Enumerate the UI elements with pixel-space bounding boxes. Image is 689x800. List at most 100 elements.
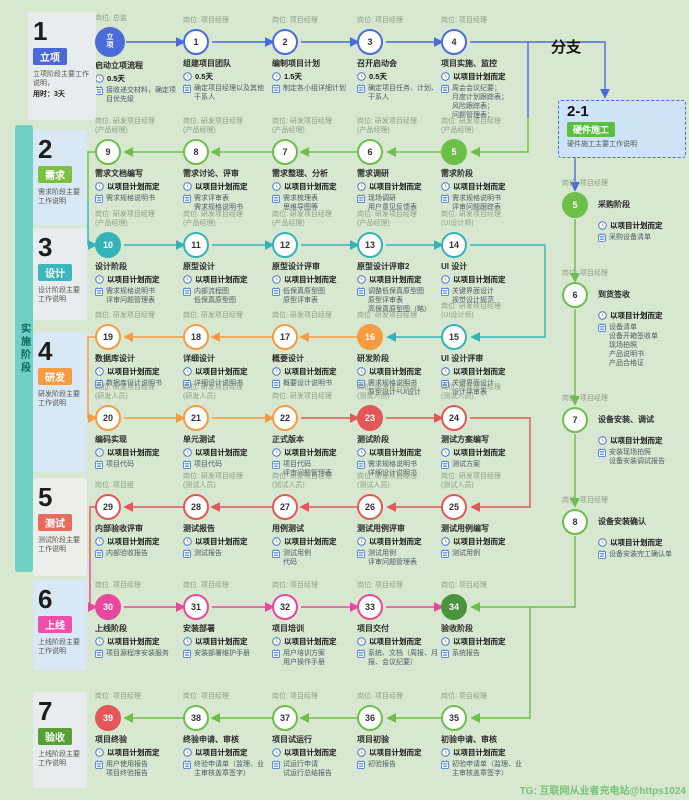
document-icon xyxy=(272,649,280,658)
output-item: 接收递交材料，确定项目优先级 xyxy=(106,87,176,103)
role-labels: 岗位: 项目经理 xyxy=(441,16,527,25)
document-icon xyxy=(357,760,365,769)
duration-text: 以项目计划而定 xyxy=(284,367,337,376)
task-node: 岗位: 研发项目经理 (测试人员) 23 测试阶段 以项目计划而定 需求规格说明书… xyxy=(357,383,443,478)
clock-icon xyxy=(441,72,450,81)
task-node: 岗位: 研发项目经理 (测试人员) 26 测试用例评审 以项目计划而定 测试用例评… xyxy=(357,472,443,567)
clock-icon xyxy=(598,311,607,320)
output-item: 评审问题管理表 xyxy=(106,297,155,304)
task-node: 岗位: 项目经理 33 项目交付 以项目计划而定 系统、文档（周报、月报、会议纪… xyxy=(357,581,443,667)
clock-icon xyxy=(95,182,104,191)
output-item: 初验报告 xyxy=(368,761,396,768)
node-number: 3 xyxy=(367,37,373,47)
node-outputs: 系统报告 xyxy=(441,649,527,658)
task-node: 岗位: 研发项目经理 (产品经理) 5 需求阶段 以项目计划而定 需求规格说明书评… xyxy=(441,117,527,212)
role-label: 岗位: 项目经理 xyxy=(183,17,229,24)
output-list: 项目源程序安装服务 xyxy=(106,649,169,658)
node-circle: 11 xyxy=(183,232,209,258)
node-outputs: 低保真原型图 原型评审表 xyxy=(272,287,358,305)
document-icon xyxy=(441,760,449,769)
role-label: 岗位: 项目经理 xyxy=(441,582,487,589)
document-icon xyxy=(183,460,191,469)
duration-text: 1.5天 xyxy=(284,72,302,81)
role-labels: 岗位: 项目经理 xyxy=(357,581,443,590)
role-label: 岗位: 项目经理 xyxy=(441,693,487,700)
output-item: 需求规格说明书 xyxy=(452,195,501,202)
role-labels: 岗位: 研发项目经理 (测试人员) xyxy=(272,472,358,490)
hardware-box-description: 硬件施工主要工作说明 xyxy=(567,141,637,148)
task-node: 岗位: 总监 立项 启动立项流程 0.5天 接收递交材料，确定项目优先级 xyxy=(95,14,181,104)
task-node: 岗位: 项目经理 38 终验申请、审核 以项目计划而定 终验申请单（监理、业主审… xyxy=(183,692,269,778)
node-title: 设备安装、调试 xyxy=(598,415,654,424)
node-outputs: 详细设计说明书 xyxy=(183,379,269,388)
task-node: 岗位: 项目经理 34 验收阶段 以项目计划而定 系统报告 xyxy=(441,581,527,658)
role-label: 岗位: 研发项目经理 xyxy=(272,473,332,480)
phase-duration: 用时：3天 xyxy=(33,91,65,98)
clock-icon xyxy=(272,367,281,376)
node-circle: 16 xyxy=(357,324,383,350)
node-duration: 以项目计划而定 xyxy=(357,537,443,546)
node-outputs: 项目代码 xyxy=(95,460,181,469)
role-label: (UI设计师) xyxy=(441,312,474,319)
node-duration: 以项目计划而定 xyxy=(441,537,527,546)
node-number: 4 xyxy=(451,37,457,47)
output-list: 需求梳理表 思维导图等 xyxy=(283,194,318,212)
role-label: (测试人员) xyxy=(183,482,216,489)
node-number: 10 xyxy=(102,240,113,250)
duration-text: 以项目计划而定 xyxy=(369,537,422,546)
output-list: 需求规格说明书 xyxy=(106,194,155,203)
node-title: 测试用例编写 xyxy=(441,524,489,533)
node-outputs: 需求规格说明书 评审问题管理表 xyxy=(95,287,181,305)
output-list: 试运行申请 试运行总结报告 xyxy=(283,760,332,778)
node-duration: 以项目计划而定 xyxy=(357,367,443,376)
role-label: 岗位: 项目经理 xyxy=(272,582,318,589)
node-outputs: 测试用例 代码 xyxy=(272,549,358,567)
clock-icon xyxy=(183,275,192,284)
hardware-box-badge: 硬件施工 xyxy=(567,122,616,137)
node-number: 25 xyxy=(448,502,459,512)
hardware-box-number: 2-1 xyxy=(567,103,589,120)
clock-icon xyxy=(95,448,104,457)
node-title: 采购阶段 xyxy=(598,200,630,209)
output-list: 终验申请单（监理、业主审核盖章签字） xyxy=(194,760,269,778)
role-label: (产品经理) xyxy=(441,127,474,134)
task-node: 岗位: 研发项目经理 (产品经理) 11 原型设计 以项目计划而定 内部流程图 低保… xyxy=(183,210,269,305)
node-circle: 10 xyxy=(95,232,121,258)
output-item: 系统报告 xyxy=(452,650,480,657)
output-item: 试运行申请 xyxy=(283,761,318,768)
document-icon xyxy=(272,760,280,769)
document-icon xyxy=(272,194,280,203)
role-labels: 岗位: 项目经理 xyxy=(272,692,358,701)
duration-text: 以项目计划而定 xyxy=(610,311,663,320)
node-number: 23 xyxy=(364,413,375,423)
output-list: 设备清单 设备开箱签收单 现场拍照 产品说明书 产品合格证 xyxy=(609,323,658,368)
node-circle: 5 xyxy=(562,192,588,218)
node-title: 安装部署 xyxy=(183,624,215,633)
node-title: 项目培训 xyxy=(272,624,304,633)
duration-text: 以项目计划而定 xyxy=(369,275,422,284)
task-node: 岗位: 研发项目经理 (研发人员) 21 单元测试 以项目计划而定 项目代码 xyxy=(183,383,269,469)
task-node: 岗位: 项目经理 35 初验申请、审核 以项目计划而定 初验申请单（监理、业主审… xyxy=(441,692,527,778)
output-item: 评审问题管理表 xyxy=(368,559,417,566)
connectors-requirement-acceptance xyxy=(87,118,580,723)
role-labels: 岗位: 项目经理 xyxy=(272,581,358,590)
node-number: 33 xyxy=(364,602,375,612)
node-title: 正式版本 xyxy=(272,435,304,444)
role-label: 岗位: 研发项目经理 xyxy=(441,473,501,480)
role-label: 岗位: 研发项目经理 xyxy=(357,384,417,391)
document-icon xyxy=(441,287,449,296)
node-circle: 4 xyxy=(441,29,467,55)
node-title: 项目实施、监控 xyxy=(441,59,497,68)
phase-description: 需求阶段主要工作说明 xyxy=(38,189,80,205)
clock-icon xyxy=(357,637,366,646)
node-outputs: 初验申请单（监理、业主审核盖章签字） xyxy=(441,760,527,778)
node-outputs: 内部流程图 低保真原型图 xyxy=(183,287,269,305)
output-item: 关键界面设计 xyxy=(452,288,494,295)
document-icon xyxy=(357,287,365,296)
node-header: 6 到货签收 xyxy=(562,282,688,308)
node-outputs: 现场调研 用户意见反馈表 xyxy=(357,194,443,212)
output-item: 项目代码 xyxy=(106,461,134,468)
role-label: 岗位: 项目经理 xyxy=(95,693,141,700)
node-number: 5 xyxy=(572,200,578,210)
node-circle: 24 xyxy=(441,405,467,431)
